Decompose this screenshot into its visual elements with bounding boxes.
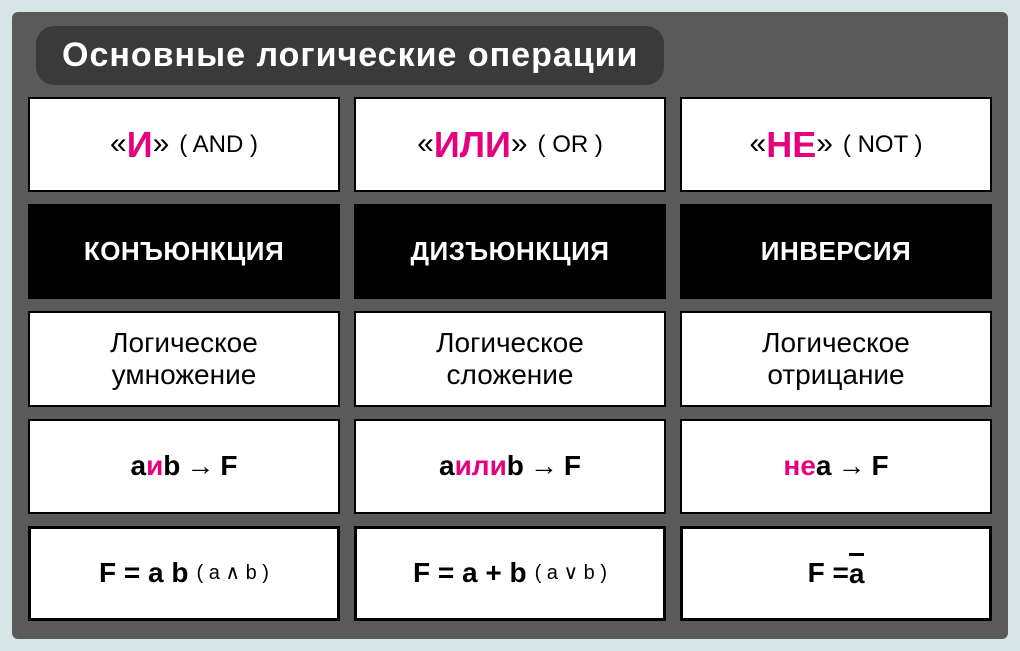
formula-main: F = a + b [413,557,527,589]
expr-op: или [455,450,507,482]
desc-text: Логическое отрицание [762,327,910,391]
cell-desc-and: Логическое умножение [28,311,340,406]
cell-formula-or: F = a + b ( a ∨ b ) [354,526,666,621]
quote: » [153,127,170,162]
cell-and-header: « И » ( AND ) [28,97,340,192]
expr-b: a [816,450,832,482]
expr-f: F [564,450,581,482]
desc-text: Логическое умножение [110,327,258,391]
cell-formula-not: F = a [680,526,992,621]
expr-b: b [507,450,524,482]
desc-line1: Логическое [762,327,910,358]
desc-line2: сложение [447,359,574,390]
expr-op: не [783,450,815,482]
cell-desc-not: Логическое отрицание [680,311,992,406]
op-eng-or: ( OR ) [538,131,603,159]
arrow-icon: → [186,450,214,482]
desc-line1: Логическое [436,327,584,358]
cell-desc-or: Логическое сложение [354,311,666,406]
cell-term-conjunction: КОНЪЮНКЦИЯ [28,204,340,299]
cell-term-inversion: ИНВЕРСИЯ [680,204,992,299]
quote: « [110,127,127,162]
title-bar: Основные логические операции [36,26,664,85]
desc-line2: отрицание [767,359,904,390]
expr-f: F [871,450,888,482]
cell-expr-not: не a → F [680,419,992,514]
quote: « [417,127,434,162]
op-word-or: ИЛИ [434,124,511,165]
expr-op: и [146,450,163,482]
cell-term-disjunction: ДИЗЪЮНКЦИЯ [354,204,666,299]
main-frame: Основные логические операции « И » ( AND… [12,12,1008,639]
formula-paren: ( a ∧ b ) [197,562,269,585]
cell-formula-and: F = a b ( a ∧ b ) [28,526,340,621]
formula-paren: ( a ∨ b ) [535,562,607,585]
arrow-icon: → [837,450,865,482]
formula-overline-a: a [849,557,865,590]
expr-f: F [220,450,237,482]
expr-a: a [439,450,455,482]
operations-grid: « И » ( AND ) « ИЛИ » ( OR ) « НЕ » ( NO… [28,97,992,621]
op-eng-and: ( AND ) [179,131,258,159]
quote: » [511,127,528,162]
desc-line2: умножение [112,359,257,390]
formula-main: F = a b [99,557,188,589]
formula-main-prefix: F = [808,557,849,589]
expr-b: b [163,450,180,482]
quote: » [816,127,833,162]
desc-line1: Логическое [110,327,258,358]
expr-a: a [130,450,146,482]
arrow-icon: → [530,450,558,482]
op-word-and: И [127,124,153,165]
op-word-not: НЕ [766,124,816,165]
cell-expr-or: a или b → F [354,419,666,514]
cell-expr-and: a и b → F [28,419,340,514]
cell-not-header: « НЕ » ( NOT ) [680,97,992,192]
cell-or-header: « ИЛИ » ( OR ) [354,97,666,192]
op-eng-not: ( NOT ) [843,131,923,159]
quote: « [750,127,767,162]
desc-text: Логическое сложение [436,327,584,391]
